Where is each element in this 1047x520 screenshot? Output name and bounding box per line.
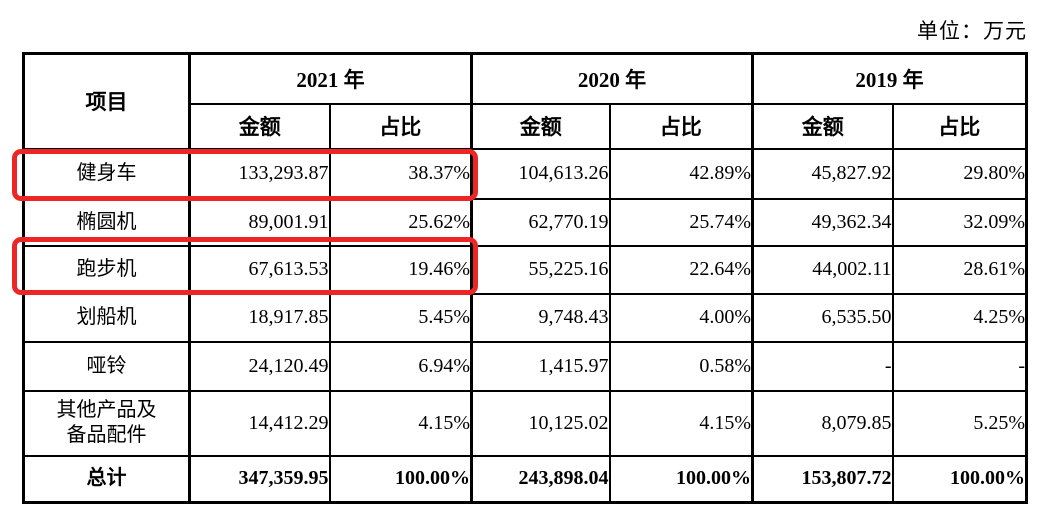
- sub-header-row: 金额 占比 金额 占比 金额 占比: [24, 102, 1028, 150]
- amount-cell: 55,225.16: [470, 244, 611, 295]
- ratio-cell: 5.25%: [891, 389, 1028, 457]
- year-header-row: 项目 2021 年 2020 年 2019 年: [22, 52, 1028, 150]
- amount-cell: 153,807.72: [751, 454, 894, 504]
- ratio-header: 占比: [328, 102, 473, 150]
- ratio-cell: 0.58%: [608, 340, 754, 392]
- amount-cell: 44,002.11: [751, 244, 894, 295]
- ratio-cell: 28.61%: [891, 244, 1028, 295]
- amount-cell: 49,362.34: [751, 197, 894, 247]
- amount-cell: 347,359.95: [188, 454, 331, 504]
- unit-label: 单位：万元: [917, 19, 1027, 43]
- amount-cell: 104,613.26: [470, 147, 611, 200]
- ratio-cell: 19.46%: [328, 244, 473, 295]
- table-row-rowing-machine: 划船机 18,917.85 5.45% 9,748.43 4.00% 6,535…: [22, 292, 1028, 343]
- year-header-2020: 2020 年: [470, 52, 754, 105]
- ratio-header: 占比: [608, 102, 754, 150]
- item-cell: 健身车: [22, 147, 191, 200]
- amount-cell: 6,535.50: [751, 292, 894, 343]
- ratio-cell: 100.00%: [891, 454, 1028, 504]
- ratio-cell: 4.15%: [328, 389, 473, 457]
- revenue-table: 项目 2021 年 2020 年 2019 年 金额 占比 金额 占比 金额 占…: [22, 52, 1028, 504]
- amount-cell: 243,898.04: [470, 454, 611, 504]
- amount-cell: 45,827.92: [751, 147, 894, 200]
- amount-header: 金额: [470, 102, 611, 150]
- table-row-treadmill: 跑步机 67,613.53 19.46% 55,225.16 22.64% 44…: [22, 244, 1028, 295]
- amount-cell: 89,001.91: [188, 197, 331, 247]
- amount-cell: 10,125.02: [470, 389, 611, 457]
- amount-cell: -: [751, 340, 894, 392]
- ratio-cell: -: [891, 340, 1028, 392]
- ratio-cell: 38.37%: [328, 147, 473, 200]
- ratio-cell: 25.74%: [608, 197, 754, 247]
- item-cell: 哑铃: [22, 340, 191, 392]
- ratio-cell: 4.00%: [608, 292, 754, 343]
- ratio-cell: 100.00%: [608, 454, 754, 504]
- total-label-cell: 总计: [22, 454, 191, 504]
- table-row-total: 总计 347,359.95 100.00% 243,898.04 100.00%…: [22, 454, 1028, 504]
- ratio-header: 占比: [891, 102, 1028, 150]
- ratio-cell: 4.25%: [891, 292, 1028, 343]
- amount-header: 金额: [751, 102, 894, 150]
- ratio-cell: 32.09%: [891, 197, 1028, 247]
- year-header-2019: 2019 年: [751, 52, 1028, 105]
- amount-cell: 62,770.19: [470, 197, 611, 247]
- item-cell: 划船机: [22, 292, 191, 343]
- item-column-header: 项目: [22, 52, 191, 150]
- ratio-cell: 4.15%: [608, 389, 754, 457]
- amount-cell: 8,079.85: [751, 389, 894, 457]
- amount-cell: 67,613.53: [188, 244, 331, 295]
- amount-header: 金额: [188, 102, 331, 150]
- table-row-dumbbell: 哑铃 24,120.49 6.94% 1,415.97 0.58% - -: [22, 340, 1028, 392]
- table-row-exercise-bike: 健身车 133,293.87 38.37% 104,613.26 42.89% …: [22, 147, 1028, 200]
- item-cell: 跑步机: [22, 244, 191, 295]
- ratio-cell: 6.94%: [328, 340, 473, 392]
- ratio-cell: 29.80%: [891, 147, 1028, 200]
- ratio-cell: 100.00%: [328, 454, 473, 504]
- item-cell: 其他产品及 备品配件: [22, 389, 191, 457]
- ratio-cell: 22.64%: [608, 244, 754, 295]
- amount-cell: 133,293.87: [188, 147, 331, 200]
- ratio-cell: 25.62%: [328, 197, 473, 247]
- amount-cell: 9,748.43: [470, 292, 611, 343]
- amount-cell: 1,415.97: [470, 340, 611, 392]
- amount-cell: 24,120.49: [188, 340, 331, 392]
- table-row-other-products: 其他产品及 备品配件 14,412.29 4.15% 10,125.02 4.1…: [22, 389, 1028, 457]
- year-header-2021: 2021 年: [188, 52, 473, 105]
- amount-cell: 14,412.29: [188, 389, 331, 457]
- item-cell: 椭圆机: [22, 197, 191, 247]
- ratio-cell: 42.89%: [608, 147, 754, 200]
- ratio-cell: 5.45%: [328, 292, 473, 343]
- table-row-elliptical: 椭圆机 89,001.91 25.62% 62,770.19 25.74% 49…: [22, 197, 1028, 247]
- amount-cell: 18,917.85: [188, 292, 331, 343]
